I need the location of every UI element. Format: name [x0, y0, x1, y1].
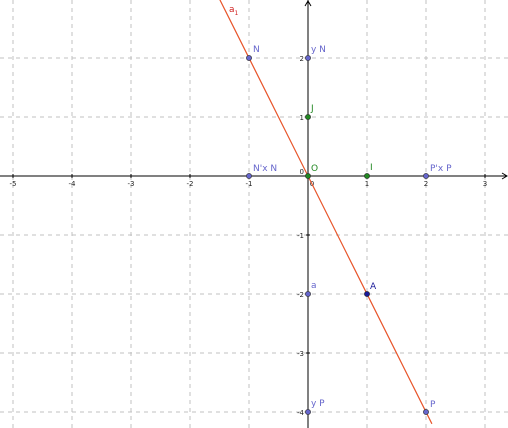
point-marker[interactable]: [246, 173, 252, 179]
x-tick-label: 2: [424, 180, 428, 188]
y-tick-label: -3: [297, 350, 304, 358]
point-j[interactable]: J: [305, 104, 314, 120]
x-tick-label: 3: [483, 180, 487, 188]
point-label: N'x N: [253, 164, 277, 174]
point-n[interactable]: N: [246, 45, 260, 61]
point-label: J: [310, 104, 314, 114]
point-o[interactable]: O: [305, 164, 318, 179]
x-tick-label: -1: [246, 180, 253, 188]
point-marker[interactable]: [305, 55, 311, 61]
point-marker[interactable]: [423, 409, 429, 415]
x-tick-label: 1: [365, 180, 369, 188]
tick-labels: -5-4-3-2-10123210-1-2-3-4: [10, 55, 488, 417]
point-label: O: [311, 164, 318, 174]
point-marker[interactable]: [423, 173, 429, 179]
x-tick-label: -3: [128, 180, 135, 188]
point-a[interactable]: a: [305, 281, 317, 297]
x-axis-arrow: [501, 172, 508, 180]
x-tick-label: -4: [69, 180, 77, 188]
point-label: a: [311, 281, 317, 291]
point-marker[interactable]: [364, 173, 370, 179]
point-marker[interactable]: [305, 114, 311, 120]
y-tick-label: 1: [300, 114, 304, 122]
point-p-x-p[interactable]: P'x P: [423, 164, 452, 179]
point-marker[interactable]: [364, 291, 370, 297]
point-label: y N: [311, 45, 326, 55]
point-y-p[interactable]: y P: [305, 399, 325, 415]
point-label: P: [430, 400, 436, 410]
x-tick-label: -2: [187, 180, 194, 188]
point-label: I: [370, 163, 373, 173]
y-tick-label: 0: [300, 168, 304, 176]
point-label: y P: [311, 399, 325, 409]
y-tick-label: -4: [297, 409, 305, 417]
point-label: A: [370, 282, 377, 292]
point-n-x-n[interactable]: N'x N: [246, 164, 277, 179]
point-marker[interactable]: [246, 55, 252, 61]
point-a[interactable]: A: [364, 282, 377, 297]
x-tick-label: -5: [10, 180, 17, 188]
y-tick-label: 2: [300, 55, 304, 63]
line-label: a1: [229, 5, 239, 17]
line-a1[interactable]: a1: [219, 0, 433, 425]
point-label: N: [253, 45, 260, 55]
point-label: P'x P: [430, 164, 452, 174]
point-marker[interactable]: [305, 291, 311, 297]
point-y-n[interactable]: y N: [305, 45, 326, 61]
point-p[interactable]: P: [423, 400, 436, 415]
y-axis-arrow: [304, 0, 312, 7]
y-tick-label: -2: [297, 291, 304, 299]
line-a1-path[interactable]: [219, 0, 433, 425]
point-i[interactable]: I: [364, 163, 373, 179]
point-marker[interactable]: [305, 409, 311, 415]
y-tick-label: -1: [297, 232, 304, 240]
point-marker[interactable]: [305, 173, 311, 179]
